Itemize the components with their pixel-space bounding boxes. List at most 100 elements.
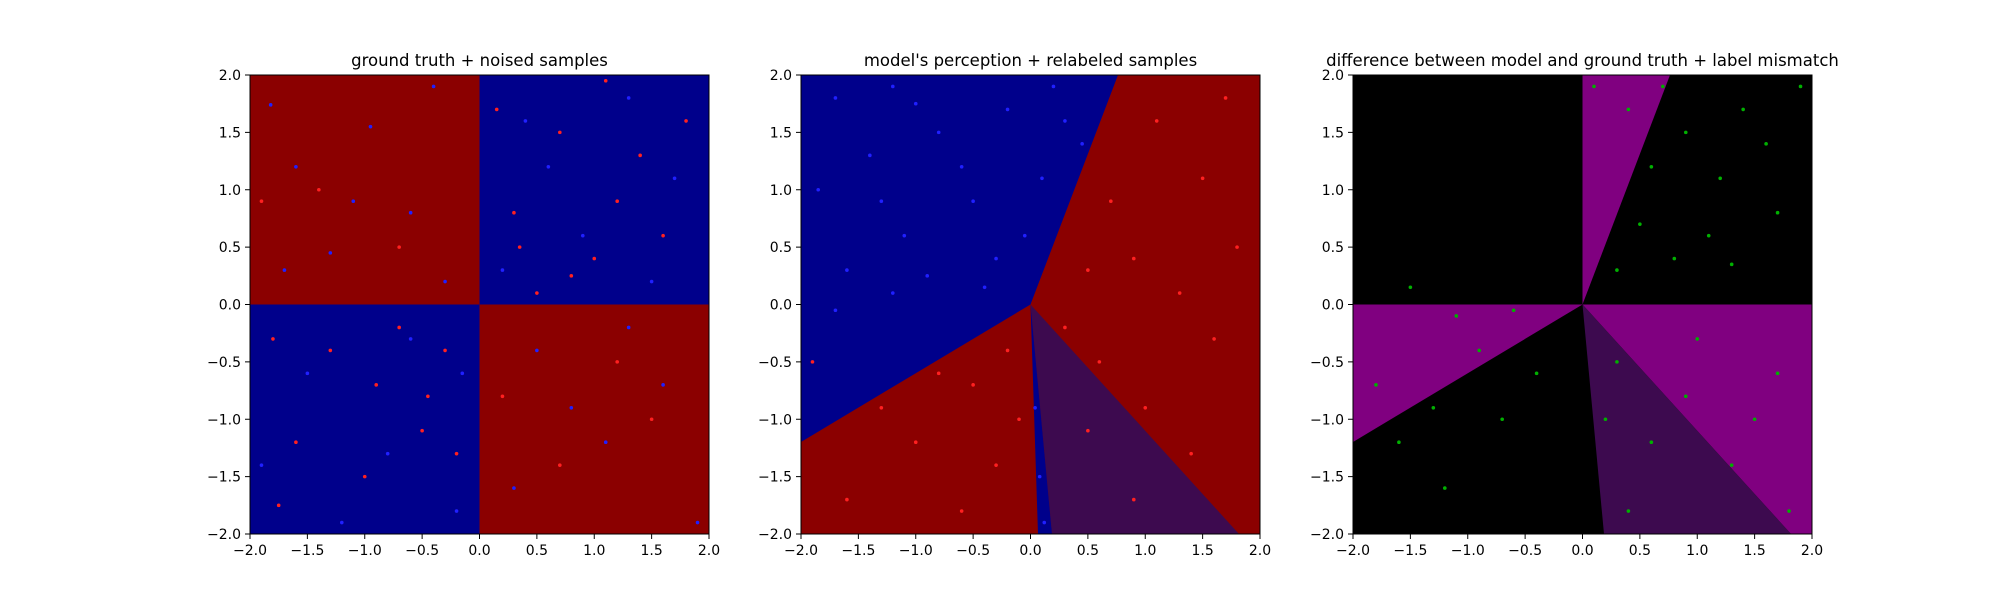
scatter-point [1212,337,1216,341]
scatter-point [603,440,608,445]
scatter-point [1109,199,1113,204]
scatter-point [936,130,941,135]
chart-title: ground truth + noised samples [351,51,608,70]
x-tick-label: 2.0 [1249,543,1271,559]
panel-ground-truth: ground truth + noised samples −2.0 −1.5 −1… [207,51,720,559]
scatter-point [1200,176,1205,181]
scatter-point [259,199,264,204]
scatter-point [282,268,287,272]
scatter-point [615,360,619,364]
scatter-point [426,394,430,399]
scatter-point [259,463,264,467]
y-tick-label: 0.5 [219,240,241,256]
scatter-point [1661,84,1665,89]
scatter-point [454,509,459,513]
x-tick-label: 1.5 [1743,543,1765,559]
scatter-point [1063,119,1067,123]
plot-area [1353,75,1812,534]
scatter-point [1080,142,1084,146]
scatter-point [833,308,838,313]
panel-difference: difference between model and ground trut… [1310,51,1839,559]
scatter-point [603,78,608,83]
scatter-point [328,251,333,255]
region-bottom-left [250,304,480,534]
x-tick-label: −1.5 [841,543,875,559]
x-tick-label: 0.5 [526,543,548,559]
scatter-point [879,405,884,410]
region-blue-sliver [1030,304,1052,534]
x-tick-label: 1.0 [1134,543,1156,559]
scatter-point [1477,348,1482,353]
scatter-points [259,78,700,525]
scatter-point [374,383,379,387]
scatter-point [1131,497,1136,502]
scatter-point [454,451,459,456]
region-diff-top [1582,75,1670,305]
x-tick-label: −0.5 [405,543,439,559]
y-tick-label: 1.5 [1322,125,1344,141]
scatter-point [971,383,975,387]
scatter-point [626,96,631,100]
scatter-point [1729,262,1734,267]
scatter-point [1695,337,1700,341]
x-tick-label: −1.5 [1393,543,1427,559]
scatter-point [500,394,505,399]
scatter-point [1223,96,1228,100]
scatter-point [868,153,872,158]
scatter-point [1454,314,1459,318]
axes: −2.0 −1.5 −1.0 −0.5 0.0 0.5 1.0 1.5 2.0 −2.0 −1.5 −… [207,68,720,559]
y-tick-label: 2.0 [219,68,241,84]
scatter-point [1042,520,1047,525]
scatter-point [351,199,356,204]
y-tick-label: 0.0 [219,298,241,314]
y-tick-label: −1.0 [758,412,792,428]
scatter-point [615,199,619,204]
scatter-point [1764,142,1768,146]
scatter-point [1683,130,1688,135]
scatter-point [1592,84,1596,89]
scatter-point [661,233,665,238]
scatter-point [397,325,401,330]
y-tick-label: −0.5 [207,355,241,371]
scatter-point [891,84,895,89]
scatter-point [1500,417,1504,422]
scatter-point [1143,405,1148,410]
scatter-point [672,176,677,181]
scatter-point [558,463,562,467]
scatter-point [1672,256,1677,261]
scatter-point [1798,84,1803,89]
y-tick-label: 1.0 [770,183,792,199]
scatter-point [1005,348,1010,353]
scatter-point [460,371,465,376]
scatter-point [1086,268,1090,272]
scatter-point [1097,360,1102,364]
scatter-point [569,405,574,410]
scatter-point [271,337,275,341]
scatter-point [1005,107,1010,112]
axes: −2.0 −1.5 −1.0 −0.5 0.0 0.5 1.0 1.5 2.0 −2.0 −1.5 −… [758,68,1271,559]
scatter-point [902,233,907,238]
scatter-points [810,84,1239,525]
scatter-point [523,119,528,123]
x-tick-label: 0.0 [1571,543,1593,559]
scatter-point [592,256,597,261]
scatter-point [535,291,539,295]
scatter-point [695,520,700,525]
scatter-point [1534,371,1539,376]
scatter-point [1626,107,1631,112]
scatter-point [1131,256,1136,261]
scatter-point [1154,119,1159,123]
scatter-point [1775,371,1780,376]
scatter-point [1408,285,1413,290]
scatter-point [1729,463,1734,467]
x-tick-label: 0.0 [468,543,490,559]
scatter-point [443,348,447,353]
x-tick-label: −2.0 [233,543,267,559]
scatter-point [833,96,838,100]
scatter-point [268,103,273,107]
scatter-point [294,440,298,445]
y-tick-label: −1.5 [1310,470,1344,486]
y-tick-label: −1.5 [207,470,241,486]
x-tick-label: −0.5 [956,543,990,559]
y-tick-label: −1.5 [758,470,792,486]
